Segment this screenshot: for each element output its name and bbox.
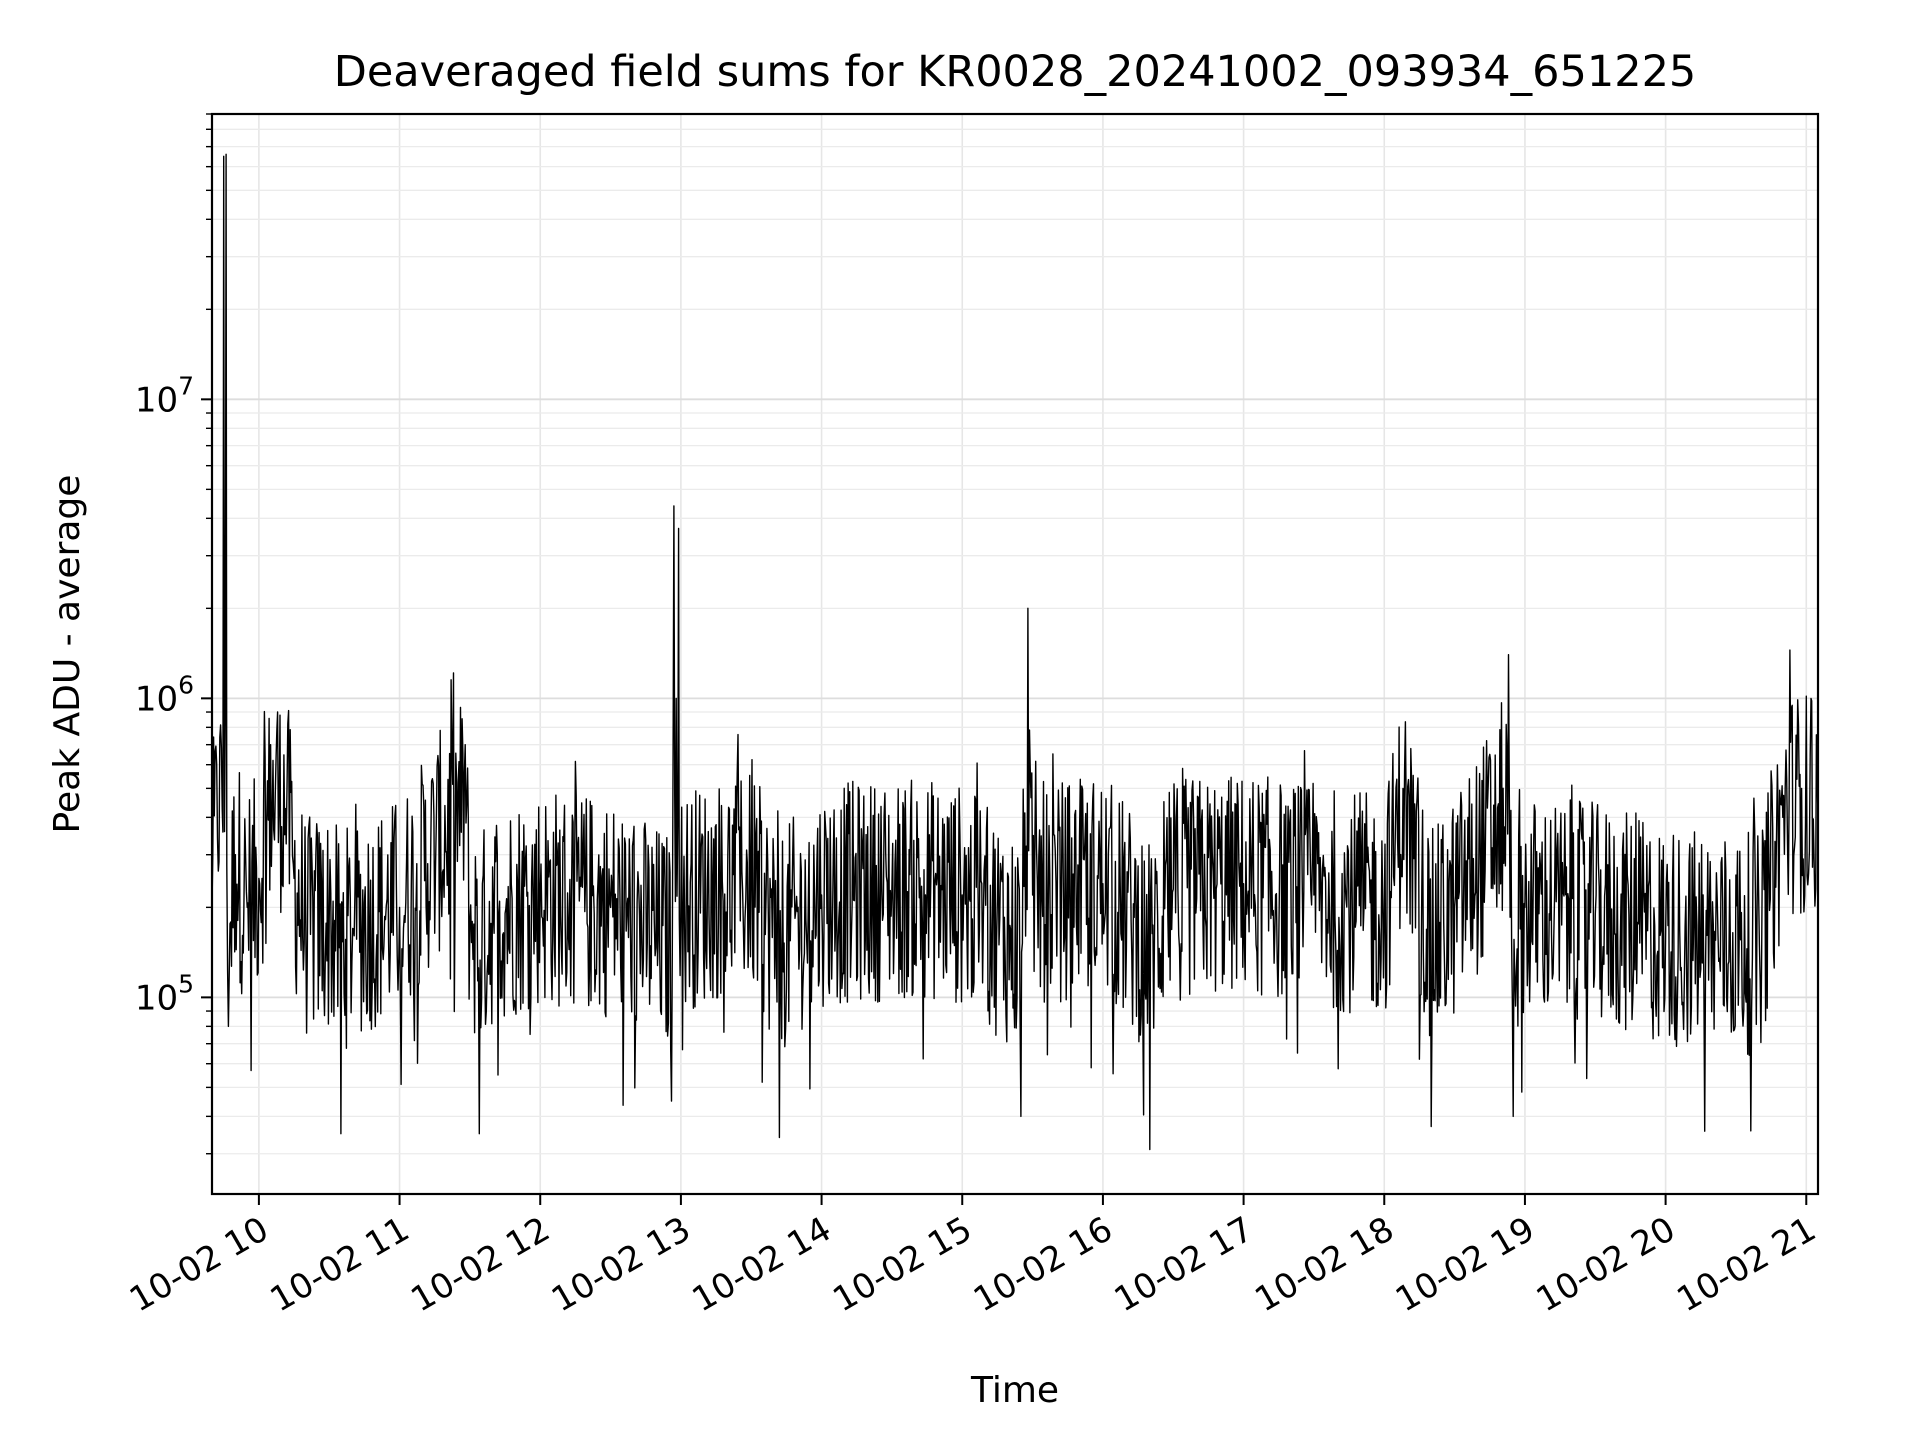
y-tick-label-1: 106 (135, 670, 194, 719)
y-axis-ticks: 105 106 107 (135, 113, 212, 1155)
plot-frame (210, 112, 1820, 1196)
x-axis-label: Time (970, 1370, 1059, 1411)
y-tick-label-0: 105 (135, 969, 194, 1018)
series-line (212, 153, 1818, 1151)
chart-title: Deaveraged field sums for KR0028_2024100… (334, 47, 1697, 97)
y-axis-label: Peak ADU - average (47, 475, 88, 834)
grid (212, 113, 1818, 1194)
y-tick-label-2: 107 (135, 371, 194, 420)
